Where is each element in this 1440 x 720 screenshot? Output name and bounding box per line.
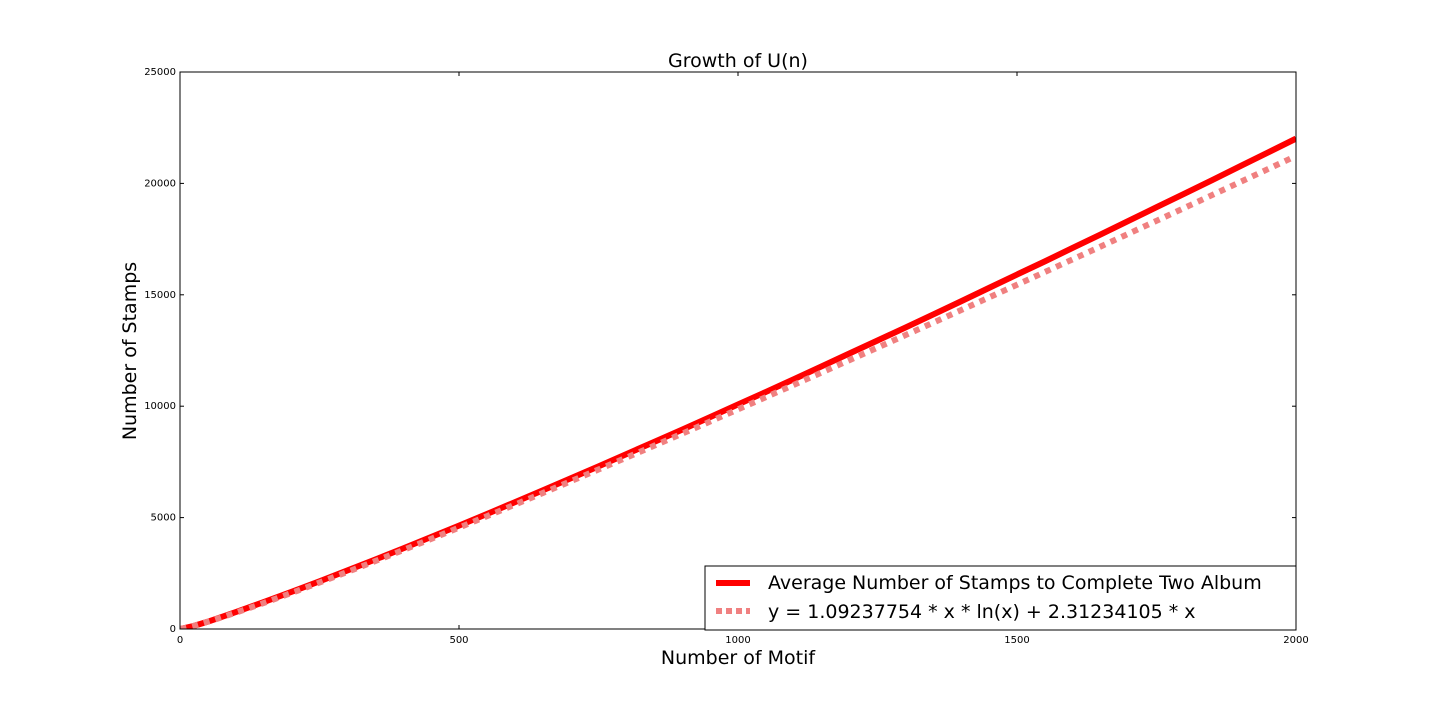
x-tick-label: 1500 — [1004, 635, 1029, 646]
x-tick-label: 0 — [177, 635, 183, 646]
legend-box — [704, 565, 1297, 631]
y-tick-label: 15000 — [144, 290, 176, 301]
plot-area — [180, 135, 1296, 629]
x-tick-label: 1000 — [725, 635, 750, 646]
legend-entry-fit: y = 1.09237754 * x * ln(x) + 2.31234105 … — [768, 601, 1196, 623]
y-tick-label: 0 — [170, 624, 176, 635]
chart-title: Growth of U(n) — [668, 50, 808, 72]
series-line-fit — [180, 155, 1293, 629]
plot-frame — [179, 71, 1297, 630]
x-axis-label: Number of Motif — [661, 647, 816, 669]
x-tick-label: 500 — [449, 635, 468, 646]
y-tick-label: 25000 — [144, 67, 176, 78]
x-tick-label: 2000 — [1283, 635, 1308, 646]
axis-ticks: 0 500 1000 1500 2000050001000015000200002500… — [144, 67, 1309, 646]
y-axis-label: Number of Stamps — [119, 262, 141, 440]
legend: Average Number of Stamps to Complete Two… — [704, 565, 1297, 631]
y-tick-label: 5000 — [151, 513, 176, 524]
y-tick-label: 20000 — [144, 178, 176, 189]
series-line-average — [180, 135, 1296, 629]
legend-entry-average: Average Number of Stamps to Complete Two… — [768, 572, 1262, 594]
y-tick-label: 10000 — [144, 401, 176, 412]
